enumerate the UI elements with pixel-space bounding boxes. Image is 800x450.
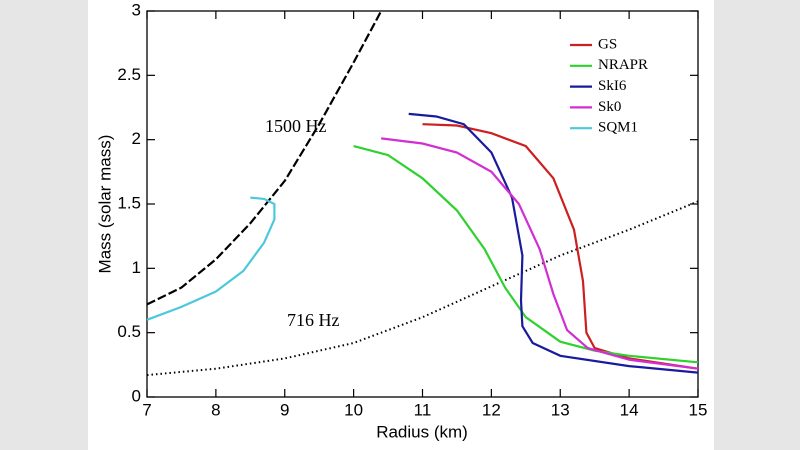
legend-label: SQM1 (598, 120, 638, 136)
series-line (408, 112, 699, 374)
legend-label: Sk0 (598, 99, 621, 115)
y-tick-label: 1.5 (117, 193, 141, 212)
x-tick-label: 11 (414, 400, 432, 419)
y-tick-label: 2 (132, 129, 141, 148)
x-tick-label: 14 (620, 400, 639, 419)
x-tick-label: 15 (689, 400, 708, 419)
x-tick-label: 13 (551, 400, 570, 419)
panel (88, 0, 714, 450)
y-tick-label: 2.5 (117, 65, 141, 84)
x-tick-label: 8 (211, 400, 220, 419)
x-tick-label: 9 (280, 400, 289, 419)
y-tick-label: 3 (132, 0, 141, 19)
x-tick-label: 12 (482, 400, 501, 419)
series-line (146, 196, 276, 321)
series-line (381, 137, 699, 370)
legend-label: NRAPR (598, 57, 648, 73)
reference-curve (146, 10, 383, 306)
y-tick-label: 1 (132, 258, 141, 277)
y-tick-label: 0 (132, 386, 141, 405)
x-tick-label: 10 (344, 400, 363, 419)
curve-label: 1500 Hz (265, 116, 327, 136)
x-axis-label: Radius (km) (376, 422, 468, 441)
y-tick-label: 0.5 (117, 322, 141, 341)
x-tick-label: 7 (142, 400, 151, 419)
y-axis-label: Mass (solar mass) (95, 135, 114, 274)
legend-label: SkI6 (598, 78, 627, 94)
reference-curve (146, 200, 699, 377)
curve-label: 716 Hz (287, 310, 340, 330)
legend-label: GS (598, 36, 617, 52)
